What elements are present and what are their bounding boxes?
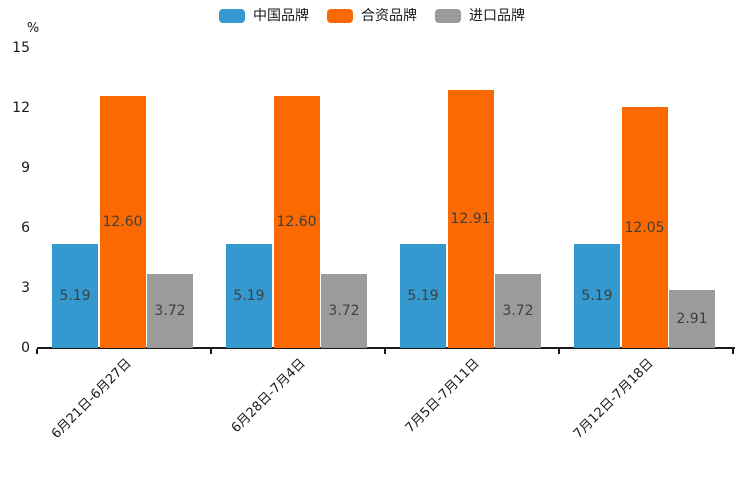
legend-marker-icon: [435, 9, 461, 23]
legend-item-1[interactable]: 合资品牌: [327, 8, 417, 24]
bar-value-label: 12.60: [102, 214, 143, 230]
x-axis-line: [37, 347, 735, 349]
y-axis-tick-label: 12: [12, 100, 30, 116]
y-axis-tick-label: 9: [21, 160, 30, 176]
x-axis-tick: [36, 349, 38, 354]
bar-value-label: 12.91: [450, 210, 491, 227]
legend-marker-icon: [219, 9, 245, 23]
x-axis-category-label: 7月5日-7月11日: [402, 356, 483, 436]
y-axis-tick-label: 0: [21, 340, 30, 356]
x-axis-category-label: 7月12日-7月18日: [570, 356, 657, 442]
legend-item-label: 合资品牌: [361, 8, 417, 24]
x-axis-tick: [210, 349, 212, 354]
bar-value-label: 5.19: [233, 288, 265, 305]
bar-中国品牌-1[interactable]: [226, 244, 272, 348]
y-axis-tick-label: 15: [12, 40, 30, 56]
bar-合资品牌-0[interactable]: [99, 96, 146, 348]
y-axis-tick-label: 3: [21, 280, 30, 296]
chart-legend: 中国品牌 合资品牌 进口品牌: [0, 8, 744, 24]
y-axis-unit-label: %: [26, 21, 40, 36]
y-axis-tick-label: 6: [21, 220, 30, 236]
x-axis-category-label: 6月21日-6月27日: [48, 356, 135, 442]
bar-value-label: 5.19: [407, 288, 439, 305]
bar-value-label: 3.72: [328, 302, 360, 319]
bar-合资品牌-3[interactable]: [621, 107, 668, 348]
legend-marker-icon: [327, 9, 353, 23]
bar-value-label: 12.60: [276, 214, 317, 230]
legend-item-label: 进口品牌: [469, 8, 525, 24]
bar-value-label: 12.05: [624, 219, 665, 236]
bar-进口品牌-3[interactable]: [669, 289, 715, 348]
bar-合资品牌-1[interactable]: [273, 96, 320, 348]
bar-中国品牌-3[interactable]: [574, 244, 620, 348]
x-axis-tick: [732, 349, 734, 354]
x-axis-tick: [558, 349, 560, 354]
legend-item-2[interactable]: 进口品牌: [435, 8, 525, 24]
x-axis-category-label: 6月28日-7月4日: [228, 356, 309, 436]
bar-中国品牌-0[interactable]: [52, 244, 98, 348]
bar-中国品牌-2[interactable]: [400, 244, 446, 348]
legend-item-label: 中国品牌: [253, 8, 309, 24]
bar-value-label: 3.72: [154, 302, 186, 319]
bar-value-label: 5.19: [581, 288, 613, 305]
bar-进口品牌-0[interactable]: [147, 273, 193, 348]
bar-value-label: 5.19: [59, 288, 91, 305]
bar-合资品牌-2[interactable]: [447, 89, 494, 348]
bar-进口品牌-2[interactable]: [495, 273, 541, 348]
bar-value-label: 3.72: [502, 302, 534, 319]
bar-进口品牌-1[interactable]: [321, 273, 367, 348]
bar-value-label: 2.91: [676, 310, 708, 327]
legend-item-0[interactable]: 中国品牌: [219, 8, 309, 24]
x-axis-tick: [384, 349, 386, 354]
